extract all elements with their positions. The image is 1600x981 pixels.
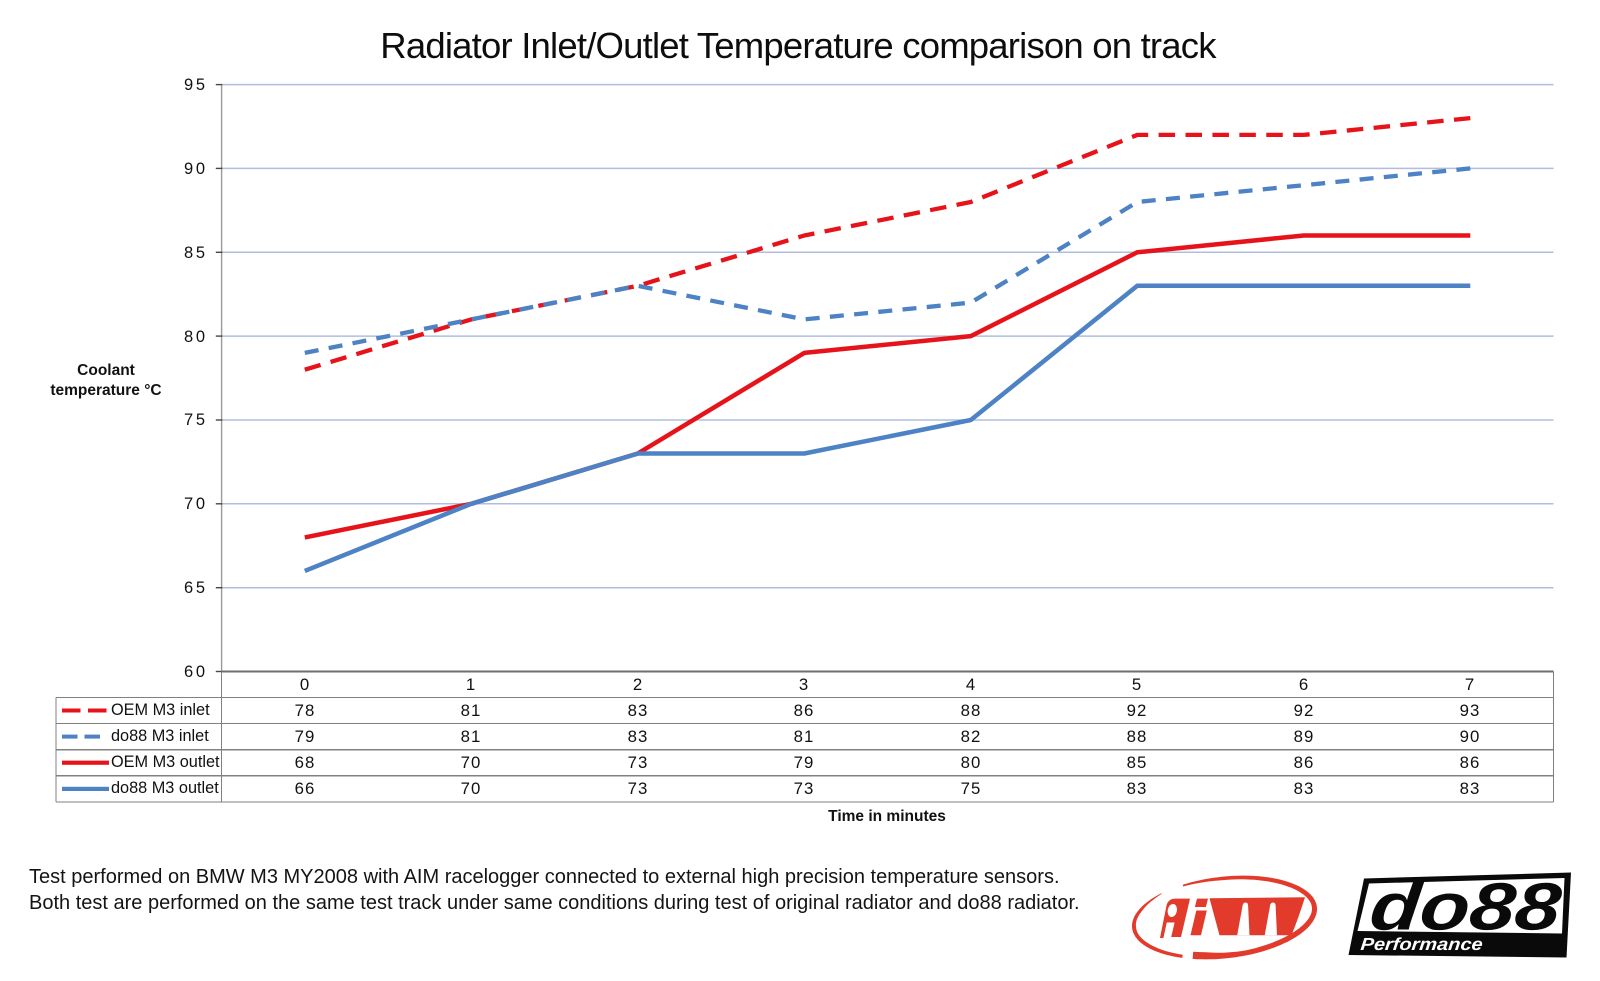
svg-text:do88: do88 [1367,870,1566,945]
svg-text:Performance: Performance [1360,934,1484,954]
